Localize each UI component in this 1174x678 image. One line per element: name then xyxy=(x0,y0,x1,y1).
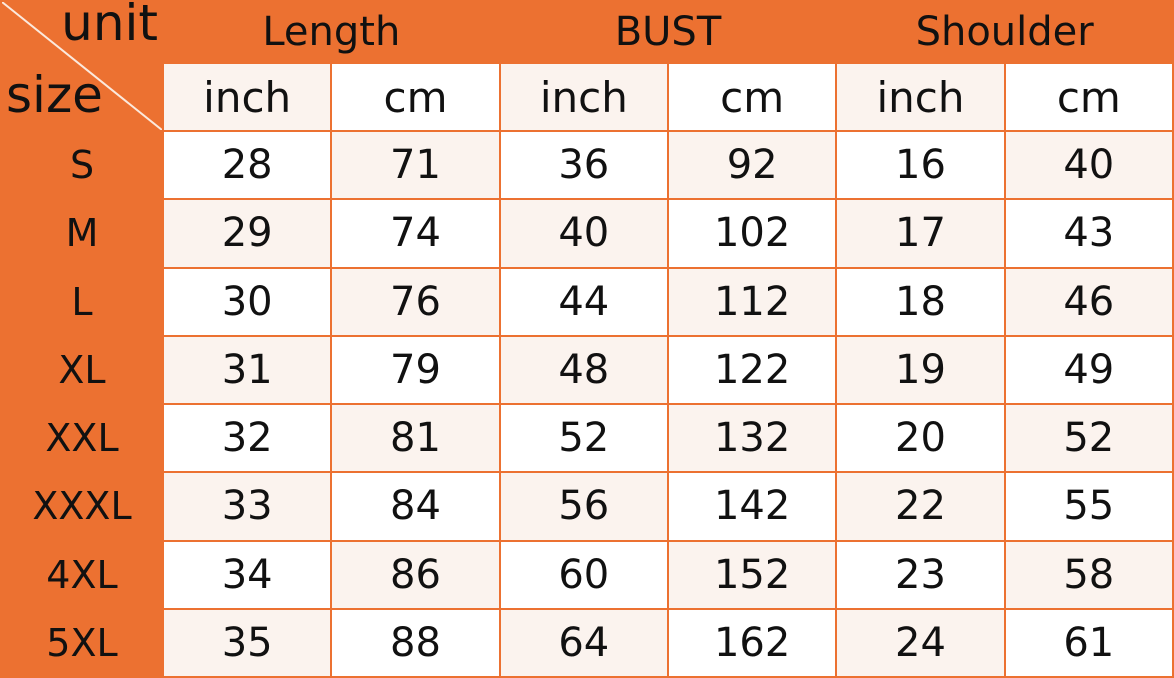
measurement-cell: 35 xyxy=(161,607,333,678)
measurement-cell: 122 xyxy=(666,334,838,406)
measurement-cell: 84 xyxy=(330,471,501,542)
size-label: XXXL xyxy=(0,471,164,542)
measurement-cell: 76 xyxy=(330,266,501,337)
measurement-cell: 24 xyxy=(835,607,1006,678)
group-header-length: Length xyxy=(162,0,501,64)
measurement-cell: 86 xyxy=(330,539,501,610)
size-label: M xyxy=(0,198,164,269)
unit-header: inch xyxy=(498,62,669,132)
unit-header: cm xyxy=(1003,62,1174,132)
size-label: XL xyxy=(0,334,164,406)
measurement-cell: 162 xyxy=(666,607,838,678)
unit-header: inch xyxy=(835,62,1006,132)
measurement-cell: 18 xyxy=(835,266,1006,337)
measurement-cell: 40 xyxy=(1003,129,1174,201)
measurement-cell: 49 xyxy=(1003,334,1174,406)
size-label: 5XL xyxy=(0,607,164,678)
size-label: L xyxy=(0,266,164,337)
table-row: XXXL 33 84 56 142 22 55 xyxy=(0,471,1174,542)
diagonal-divider xyxy=(2,2,162,130)
measurement-cell: 28 xyxy=(161,129,333,201)
measurement-cell: 30 xyxy=(161,266,333,337)
measurement-cell: 55 xyxy=(1003,471,1174,542)
measurement-cell: 52 xyxy=(1003,402,1174,474)
measurement-cell: 79 xyxy=(330,334,501,406)
measurement-cell: 32 xyxy=(161,402,333,474)
measurement-cell: 17 xyxy=(835,198,1006,269)
measurement-cell: 52 xyxy=(498,402,669,474)
size-label: S xyxy=(0,129,164,201)
size-label: XXL xyxy=(0,402,164,474)
table-row: M 29 74 40 102 17 43 xyxy=(0,198,1174,269)
measurement-cell: 92 xyxy=(666,129,838,201)
measurement-cell: 48 xyxy=(498,334,669,406)
measurement-cell: 142 xyxy=(666,471,838,542)
measurement-cell: 71 xyxy=(330,129,501,201)
table-row: XXL 32 81 52 132 20 52 xyxy=(0,402,1174,474)
measurement-cell: 43 xyxy=(1003,198,1174,269)
measurement-cell: 20 xyxy=(835,402,1006,474)
measurement-cell: 16 xyxy=(835,129,1006,201)
measurement-cell: 23 xyxy=(835,539,1006,610)
measurement-cell: 102 xyxy=(666,198,838,269)
size-label: 4XL xyxy=(0,539,164,610)
unit-header: cm xyxy=(330,62,501,132)
measurement-cell: 56 xyxy=(498,471,669,542)
group-header-shoulder: Shoulder xyxy=(835,0,1174,64)
measurement-cell: 29 xyxy=(161,198,333,269)
measurement-cell: 36 xyxy=(498,129,669,201)
measurement-cell: 58 xyxy=(1003,539,1174,610)
measurement-cell: 112 xyxy=(666,266,838,337)
measurement-cell: 74 xyxy=(330,198,501,269)
measurement-cell: 34 xyxy=(161,539,333,610)
corner-header: unit size xyxy=(0,0,164,132)
measurement-cell: 88 xyxy=(330,607,501,678)
measurement-cell: 19 xyxy=(835,334,1006,406)
corner-size-label: size xyxy=(6,66,103,124)
table-row: 4XL 34 86 60 152 23 58 xyxy=(0,539,1174,610)
table-row: S 28 71 36 92 16 40 xyxy=(0,129,1174,201)
measurement-cell: 33 xyxy=(161,471,333,542)
measurement-cell: 64 xyxy=(498,607,669,678)
measurement-cell: 44 xyxy=(498,266,669,337)
measurement-cell: 132 xyxy=(666,402,838,474)
table-row: L 30 76 44 112 18 46 xyxy=(0,266,1174,337)
unit-header: cm xyxy=(666,62,838,132)
unit-header: inch xyxy=(161,62,333,132)
table-row: 5XL 35 88 64 162 24 61 xyxy=(0,607,1174,678)
measurement-cell: 61 xyxy=(1003,607,1174,678)
measurement-cell: 81 xyxy=(330,402,501,474)
measurement-cell: 22 xyxy=(835,471,1006,542)
measurement-cell: 60 xyxy=(498,539,669,610)
measurement-cell: 31 xyxy=(161,334,333,406)
measurement-cell: 46 xyxy=(1003,266,1174,337)
corner-unit-label: unit xyxy=(61,1,158,52)
group-header-bust: BUST xyxy=(498,0,838,64)
measurement-cell: 152 xyxy=(666,539,838,610)
table-row: XL 31 79 48 122 19 49 xyxy=(0,334,1174,406)
measurement-cell: 40 xyxy=(498,198,669,269)
